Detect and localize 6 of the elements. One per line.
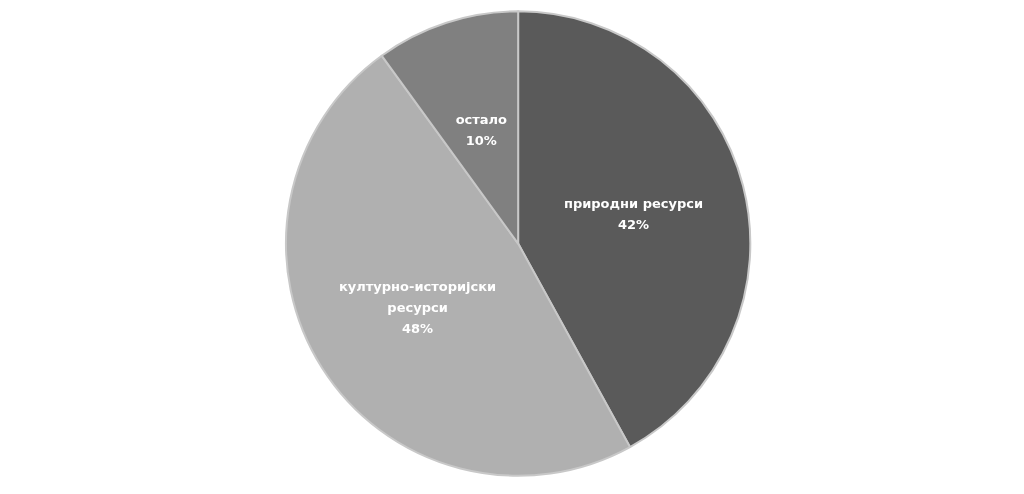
data-label: 42% [617,216,650,232]
data-label: 48% [402,320,434,336]
data-label: 10% [465,133,497,149]
slice-label: природни ресурси [563,195,704,211]
slice-label: остало [455,112,508,128]
slice-label: културно-историјски ресурси [338,278,497,315]
